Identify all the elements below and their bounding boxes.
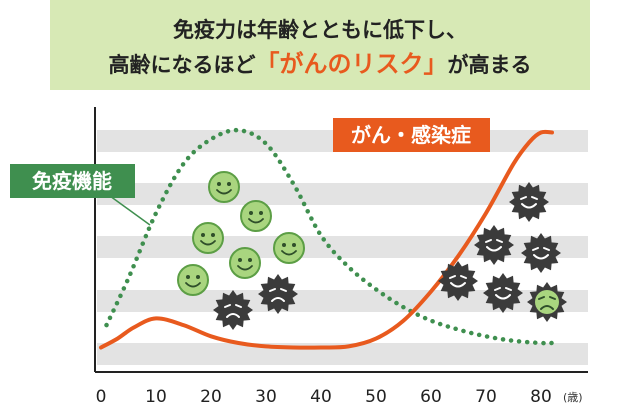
x-tick-label: 70 [475, 387, 497, 407]
label-cancer: がん・感染症 [333, 118, 490, 152]
dark-spiky-virus-icon [527, 282, 567, 322]
title-line-1: 免疫力は年齢とともに低下し、 [173, 18, 467, 42]
smiling-green-germ-icon [229, 247, 261, 279]
x-tick-label: 40 [310, 387, 332, 407]
series-layer [99, 127, 555, 350]
x-tick-label: 20 [200, 387, 222, 407]
series-line-immune-function [104, 127, 555, 346]
background-stripe [97, 343, 588, 365]
x-axis-unit: (歳) [563, 391, 583, 404]
x-tick-labels: 0 10 20 30 40 50 60 70 80 [96, 387, 552, 407]
x-tick-label: 60 [420, 387, 442, 407]
smiling-green-germ-icon [208, 171, 240, 203]
x-tick-label: 30 [255, 387, 277, 407]
title-background [50, 0, 590, 90]
smiling-green-germ-icon [192, 222, 224, 254]
dark-spiky-virus-icon [258, 274, 298, 314]
x-tick-label: 80 [530, 387, 552, 407]
immune-label-text: 免疫機能 [32, 169, 112, 193]
germ-illustrations [177, 171, 567, 330]
immune-label-pointer [109, 195, 151, 226]
immune-label-box [10, 164, 135, 198]
dark-spiky-virus-icon [474, 225, 514, 265]
title-line-2: 高齢になるほど「がんのリスク」が高まる [109, 50, 532, 78]
smiling-green-germ-icon [240, 200, 272, 232]
dark-spiky-virus-icon [521, 233, 561, 273]
cancer-label-text: がん・感染症 [351, 123, 471, 147]
x-tick-label: 10 [145, 387, 167, 407]
dark-spiky-virus-icon [213, 290, 253, 330]
title-line-2-pre: 高齢になるほど [109, 53, 256, 77]
cancer-label-box [333, 118, 490, 152]
dark-spiky-virus-icon [438, 261, 478, 301]
x-tick-label: 0 [96, 387, 107, 407]
title-line-2-post: が高まる [448, 53, 532, 77]
x-tick-label: 50 [365, 387, 387, 407]
smiling-green-germ-icon [177, 264, 209, 296]
axes [94, 107, 588, 373]
background-stripe [97, 236, 588, 258]
dark-spiky-virus-icon [509, 182, 549, 222]
label-immune: 免疫機能 [10, 164, 151, 226]
dark-spiky-virus-icon [483, 273, 523, 313]
title-line-2-accent: 「がんのリスク」 [256, 50, 448, 78]
series-line-cancer-infection [99, 129, 554, 350]
smiling-green-germ-icon [273, 232, 305, 264]
title-banner: 免疫力は年齢とともに低下し、 高齢になるほど「がんのリスク」が高まる [50, 0, 590, 90]
